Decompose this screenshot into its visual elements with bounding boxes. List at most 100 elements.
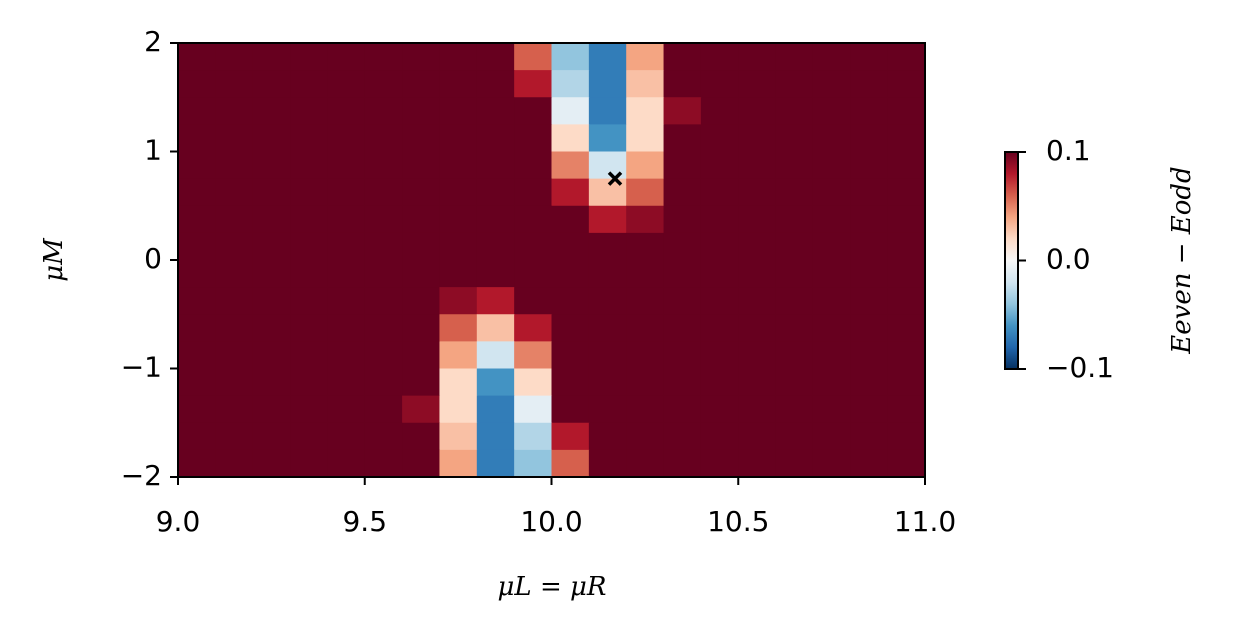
x-tick-label: 10.0 [520,505,582,538]
heatmap-cell [290,124,328,153]
heatmap-cell [364,287,403,315]
heatmap-cell [364,70,403,98]
heatmap-cell [700,314,739,342]
heatmap-cell [402,70,441,98]
heatmap-cell [588,368,627,397]
heatmap-cell [775,449,814,478]
heatmap-cell [476,70,515,98]
heatmap-cell [700,124,739,153]
heatmap-cell [178,205,216,234]
heatmap-cell [775,287,814,315]
heatmap-cell [327,178,366,207]
heatmap-cell [663,178,702,207]
heatmap-cell [514,178,553,207]
heatmap-cell [514,151,553,180]
heatmap-cell [215,260,254,288]
heatmap-cell [551,314,590,342]
heatmap-cell [663,97,702,125]
heatmap-cell [887,70,926,98]
heatmap-cell [738,260,777,288]
heatmap-cell [626,422,665,451]
heatmap-cell [252,43,291,71]
heatmap-cell [514,70,553,98]
heatmap-cell [290,395,328,424]
heatmap-cell [850,395,889,424]
heatmap-cell [252,260,291,288]
heatmap-cell [290,314,328,342]
heatmap-cell [812,341,851,370]
heatmap-cell [178,124,216,153]
heatmap-cell [514,287,553,315]
heatmap-cell [850,97,889,125]
heatmap-cell [290,287,328,315]
heatmap-cell [252,178,291,207]
heatmap-cell [215,287,254,315]
heatmap-cell [812,449,851,478]
heatmap-cell [402,97,441,125]
heatmap-cell [663,124,702,153]
heatmap-cell [551,341,590,370]
heatmap-cell [439,178,478,207]
heatmap-cell [178,70,216,98]
heatmap-cell [439,232,478,261]
heatmap-cell [812,178,851,207]
heatmap-cell [215,97,254,125]
heatmap-cell [439,314,478,342]
heatmap-cell [887,178,926,207]
heatmap-cell [588,70,627,98]
heatmap-cell [850,422,889,451]
heatmap-cell [551,178,590,207]
heatmap-cell [327,124,366,153]
heatmap-cell [700,341,739,370]
heatmap-cell [812,314,851,342]
heatmap-cell [588,205,627,234]
heatmap-cell [775,205,814,234]
x-tick-label: 9.5 [342,505,387,538]
heatmap-cell [514,341,553,370]
heatmap-cell [290,422,328,451]
heatmap-cell [364,151,403,180]
heatmap-cell [402,314,441,342]
heatmap-cell [588,422,627,451]
heatmap-cell [252,124,291,153]
heatmap-cell [439,287,478,315]
heatmap-cell [588,43,627,71]
heatmap-cell [476,260,515,288]
heatmap-cell [290,70,328,98]
heatmap-cell [514,43,553,71]
heatmap-cell [327,368,366,397]
heatmap-cell [327,151,366,180]
heatmap-cell [402,205,441,234]
heatmap-cell [738,124,777,153]
heatmap-cell [178,260,216,288]
y-tick-label: 2 [144,25,162,58]
heatmap-cell [252,97,291,125]
heatmap-cell [812,395,851,424]
heatmap-cell [551,124,590,153]
heatmap-cell [775,368,814,397]
y-tick-label: 1 [144,134,162,167]
heatmap-cell [663,341,702,370]
heatmap-cell [588,314,627,342]
heatmap-cell [663,151,702,180]
heatmap-cell [626,178,665,207]
colorbar-tick-label: 0.1 [1046,134,1091,167]
heatmap-cell [402,368,441,397]
heatmap-cell [626,70,665,98]
heatmap-cell [626,395,665,424]
heatmap-cell [775,395,814,424]
heatmap-cell [402,260,441,288]
heatmap-cell [850,232,889,261]
heatmap-cell [215,368,254,397]
heatmap-cell [327,341,366,370]
heatmap-cell [700,43,739,71]
heatmap-cell [850,205,889,234]
heatmap-cell [215,151,254,180]
heatmap-cell [551,151,590,180]
heatmap-cell [327,97,366,125]
heatmap-cell [850,124,889,153]
heatmap-cell [700,232,739,261]
heatmap-cell [700,70,739,98]
heatmap-cell [663,70,702,98]
